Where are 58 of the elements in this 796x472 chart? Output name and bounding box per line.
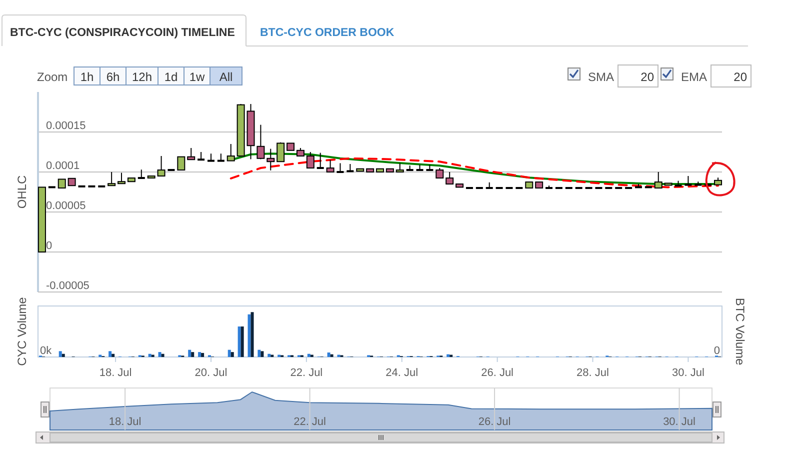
bar (446, 354, 450, 357)
x-tick-label: 26. Jul (481, 367, 514, 379)
bar (230, 352, 234, 357)
bar (188, 350, 192, 357)
text: 1h (80, 70, 94, 84)
x-tick-label: 20. Jul (194, 367, 228, 379)
x-tick-label: 26. Jul (478, 416, 511, 428)
y-axis-title: OHLC (15, 175, 29, 209)
x-tick-label: 28. Jul (576, 367, 609, 379)
x-tick-label: 18. Jul (99, 367, 132, 379)
text: 20 (734, 70, 748, 84)
text: 20 (640, 70, 654, 84)
annotation: 0k (40, 345, 52, 357)
bar (198, 352, 202, 357)
bar (58, 351, 62, 357)
x-tick-label: 18. Jul (108, 416, 142, 428)
bar (260, 351, 264, 357)
y-tick-label: 0.0001 (46, 160, 80, 172)
bar (248, 314, 251, 357)
text: Zoom (37, 70, 68, 84)
y-tick-label: 0.00005 (46, 200, 86, 212)
text: All (219, 70, 233, 84)
text: 12h (132, 70, 152, 84)
text: 1d (164, 70, 178, 84)
bar (240, 326, 244, 357)
bar (62, 354, 65, 357)
bar (161, 354, 164, 357)
text: SMA (588, 70, 614, 84)
bar (201, 352, 204, 357)
bar (108, 351, 112, 357)
x-tick-label: 30. Jul (663, 416, 696, 428)
bar (228, 350, 231, 357)
text: 1w (189, 70, 205, 84)
y-tick-label: 0 (46, 240, 52, 252)
bar (250, 312, 254, 357)
bar (238, 326, 241, 357)
x-tick-label: 24. Jul (386, 367, 418, 379)
bar (112, 354, 115, 357)
y-tick-label: -0.00005 (46, 280, 90, 292)
bar (158, 352, 162, 357)
bar (268, 354, 271, 357)
text: 6h (106, 70, 120, 84)
y-axis-title: CYC Volume (15, 296, 29, 366)
chart-subtitle: BTC-CYC ORDER BOOK (260, 27, 395, 39)
y-tick-label: 0.00015 (46, 120, 86, 132)
chart-title: BTC-CYC (CONSPIRACYCOIN) TIMELINE (10, 27, 236, 39)
bar (330, 354, 334, 357)
bar (307, 354, 310, 357)
y2-axis-title: BTC Volume (733, 298, 747, 366)
x-tick-label: 30. Jul (672, 367, 704, 379)
text: EMA (681, 70, 708, 84)
bar (327, 352, 330, 357)
x-tick-label: 22. Jul (290, 367, 323, 379)
x-tick-label: 22. Jul (294, 416, 326, 428)
bar (148, 354, 152, 357)
bar (191, 352, 194, 357)
bar (258, 350, 261, 357)
annotation: 0 (714, 345, 720, 357)
